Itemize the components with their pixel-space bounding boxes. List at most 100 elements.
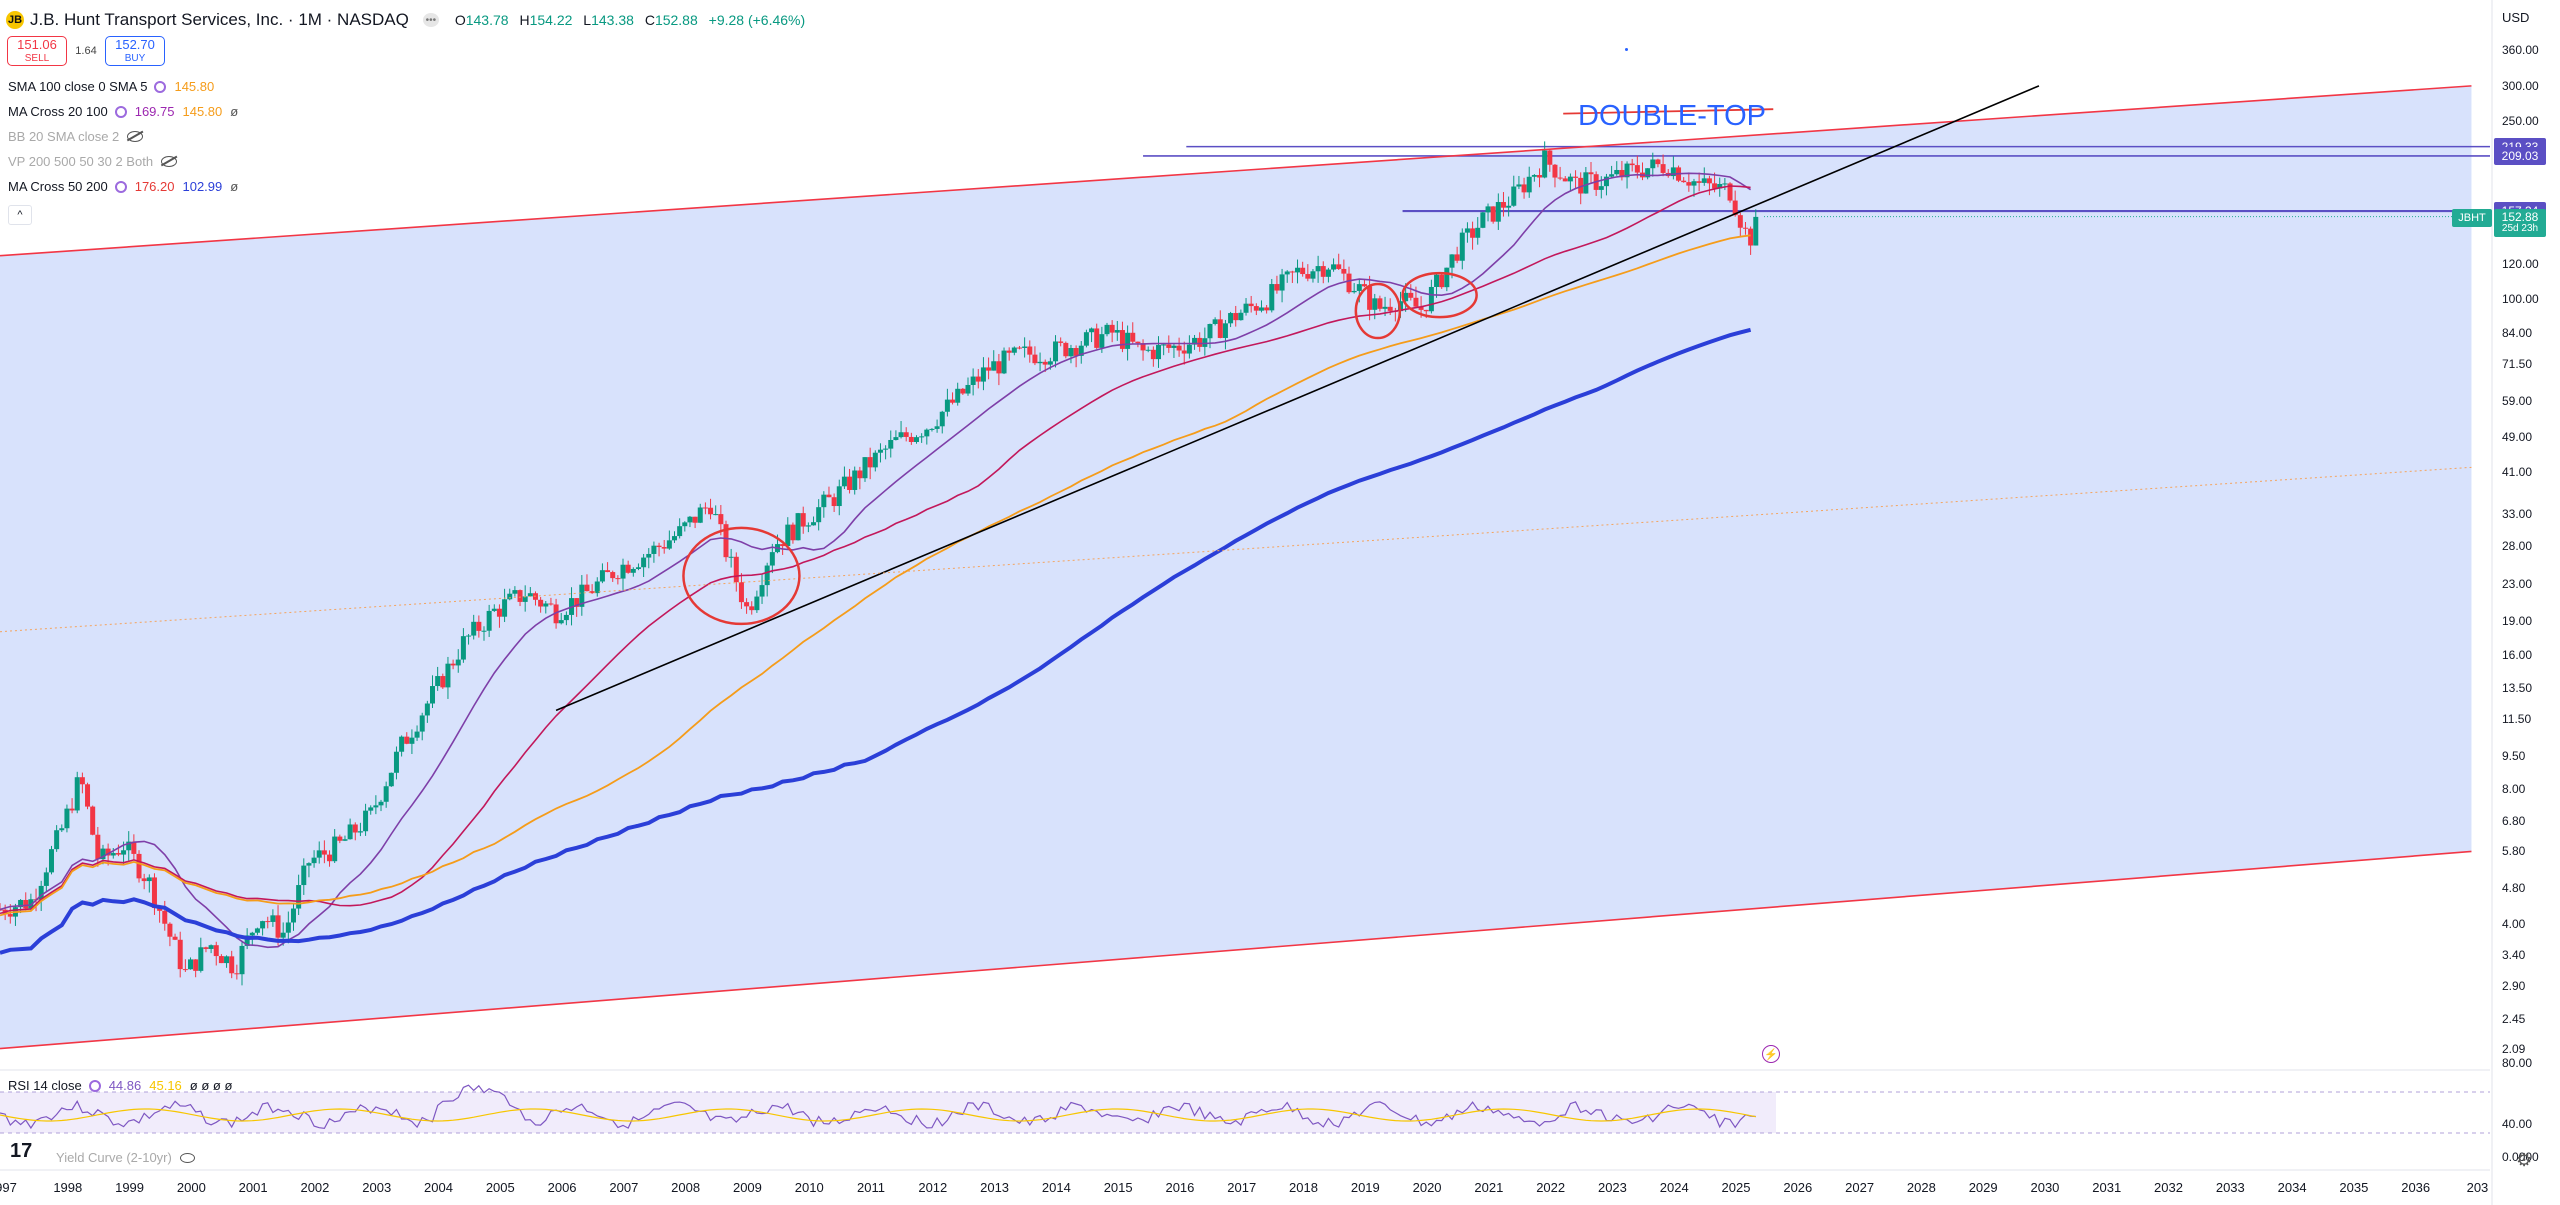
candle [188,957,194,970]
candle [702,502,708,515]
candle [491,604,497,612]
candle [1444,267,1450,292]
candle [975,369,981,389]
last-price-tag: 152.88 25d 23h [2494,208,2546,237]
indicator-sma100[interactable]: SMA 100 close 0 SMA 5 145.80 [8,79,215,94]
candle [270,909,276,927]
candle [157,906,163,923]
indicator-ma-cross-50-200[interactable]: MA Cross 50 200 176.20 102.99 ø [8,179,239,194]
candle [919,433,925,443]
time-tick: 2034 [2277,1180,2307,1195]
time-tick: 2013 [980,1180,1010,1195]
candle [584,574,590,592]
candle [1686,172,1692,192]
candle [476,615,482,638]
collapse-indicators-icon[interactable]: ^ [8,205,32,225]
candle [393,746,399,780]
candle [620,558,626,590]
price-tick: 13.50 [2502,680,2533,695]
time-tick: 2009 [732,1180,762,1195]
candle [1130,322,1136,344]
candle [687,515,693,528]
candle [1516,175,1522,190]
candle [522,585,528,612]
candle [1459,228,1465,270]
time-tick: 2000 [176,1180,206,1195]
candle [867,447,873,480]
indicator-bb[interactable]: BB 20 SMA close 2 [8,129,144,144]
candle [1202,327,1208,356]
candle [558,613,564,625]
candle [0,903,3,912]
candle [1500,192,1506,217]
candle [234,964,240,980]
candle [646,548,652,569]
time-tick: 2015 [1103,1180,1133,1195]
candle [970,368,976,396]
sell-button[interactable]: 151.06 SELL [7,36,67,66]
indicator-ma-cross-20-100[interactable]: MA Cross 20 100 169.75 145.80 ø [8,104,239,119]
price-tick: 2.90 [2502,978,2526,993]
time-tick: 2005 [485,1180,515,1195]
yield-curve-legend[interactable]: Yield Curve (2-10yr) [56,1150,195,1165]
indicator-settings-icon [154,80,167,93]
time-tick: 1999 [115,1180,145,1195]
candle [131,834,137,861]
indicator-settings-icon [114,105,127,118]
candle [1212,317,1218,326]
candle [862,457,868,482]
candle [1614,161,1620,176]
candle [944,388,950,417]
candle [605,562,611,573]
price-tick: 84.00 [2502,325,2533,340]
candle [1588,162,1594,184]
candle [1006,347,1012,361]
candle [218,954,224,964]
tradingview-logo[interactable]: 17 [10,1140,33,1162]
candle [692,516,698,529]
price-tick: 300.00 [2502,78,2539,93]
lightning-icon[interactable]: ⚡ [1762,1045,1780,1063]
candle [1470,221,1476,250]
gear-icon[interactable]: ⚙ [2516,1150,2533,1170]
indicator-vp[interactable]: VP 200 500 50 30 2 Both [8,154,178,169]
price-tick: 23.00 [2502,577,2533,592]
candle [54,825,60,852]
candle [903,427,909,442]
candle [1490,206,1496,224]
candle [517,589,523,607]
candle [1722,178,1728,191]
candle [1238,309,1244,321]
candle [1336,253,1342,271]
price-tick: 100.00 [2502,292,2539,306]
candle [440,673,446,689]
price-tick: 2.09 [2502,1042,2526,1057]
candle [950,392,956,405]
candle [1506,196,1512,217]
candle [1125,325,1131,361]
double-top-annotation[interactable]: DOUBLE-TOP [1578,100,1767,132]
time-tick: 2017 [1227,1180,1257,1195]
candle [888,430,894,458]
candle [1681,177,1687,183]
candle [1068,344,1074,364]
rsi-legend[interactable]: RSI 14 close 44.86 45.16 ø ø ø ø [8,1078,233,1093]
currency-label[interactable]: USD [2502,10,2530,25]
candle [1284,270,1290,283]
indicator-settings-icon [88,1079,101,1092]
candle [697,503,703,524]
buy-button[interactable]: 152.70 BUY [105,36,165,66]
time-tick: 2027 [1845,1180,1875,1195]
price-tick: 8.00 [2502,782,2526,797]
price-tick: 120.00 [2502,256,2539,271]
candle [738,573,744,609]
candle [1696,172,1702,192]
candle [486,604,492,637]
candle [847,468,853,494]
price-tick: 71.50 [2502,357,2533,372]
candle [661,540,667,554]
candle [1089,327,1095,343]
symbol-title[interactable]: J.B. Hunt Transport Services, Inc. · 1M … [30,10,409,29]
more-dots-icon[interactable]: ••• [422,13,439,27]
